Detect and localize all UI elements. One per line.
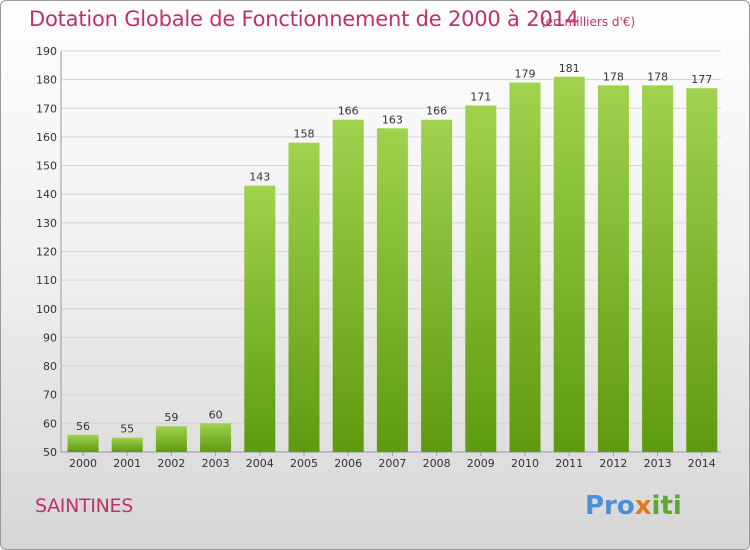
y-tick-label: 170	[36, 102, 57, 115]
y-tick-label: 100	[36, 303, 57, 316]
bar-2001	[111, 437, 143, 452]
y-tick-label: 190	[36, 45, 57, 58]
x-tick-label-2007: 2007	[378, 457, 406, 470]
x-tick-label-2003: 2003	[202, 457, 230, 470]
x-tick-label-2014: 2014	[688, 457, 716, 470]
data-label-2012: 178	[603, 70, 624, 83]
bar-2014	[686, 88, 718, 452]
logo-part-1: Pro	[585, 491, 635, 521]
x-tick-label-2005: 2005	[290, 457, 318, 470]
data-label-2005: 158	[294, 128, 315, 141]
x-tick-label-2004: 2004	[246, 457, 274, 470]
chart-title-text: Dotation Globale de Fonctionnement de 20…	[29, 7, 579, 31]
bar-2004	[244, 185, 276, 452]
bar-2009	[465, 105, 497, 453]
proxiti-logo: Proxiti	[585, 491, 682, 521]
y-tick-label: 70	[43, 389, 57, 402]
y-tick-label: 90	[43, 331, 57, 344]
x-tick-label-2002: 2002	[157, 457, 185, 470]
data-label-2006: 166	[338, 105, 359, 118]
data-label-2002: 59	[164, 411, 178, 424]
x-tick-label-2013: 2013	[644, 457, 672, 470]
bar-2010	[509, 82, 541, 452]
commune-name: SAINTINES	[35, 495, 134, 517]
x-tick-label-2006: 2006	[334, 457, 362, 470]
bars	[67, 76, 718, 453]
y-tick-label: 80	[43, 360, 57, 373]
data-label-2010: 179	[515, 68, 536, 81]
data-label-2004: 143	[249, 171, 270, 184]
y-tick-label: 140	[36, 188, 57, 201]
x-tick-label-2008: 2008	[423, 457, 451, 470]
data-label-2014: 177	[691, 73, 712, 86]
y-tick-label: 60	[43, 417, 57, 430]
x-axis: 2000 2001 2002 2003 2004 2005 2006 2007 2008 2009…	[69, 452, 716, 470]
bar-2005	[288, 142, 320, 452]
data-label-2008: 166	[426, 105, 447, 118]
y-tick-label: 160	[36, 131, 57, 144]
data-label-2000: 56	[76, 420, 90, 433]
data-label-2009: 171	[470, 90, 491, 103]
chart-title: Dotation Globale de Fonctionnement de 20…	[29, 7, 579, 31]
x-tick-label-2001: 2001	[113, 457, 141, 470]
bar-2012	[597, 85, 629, 452]
bar-2013	[642, 85, 674, 452]
bar-2002	[155, 426, 187, 452]
y-tick-label: 50	[43, 446, 57, 459]
x-tick-label-2010: 2010	[511, 457, 539, 470]
data-labels: 56 55 59 60 143 158 166 163 166 171 179 181 178 178 17…	[76, 62, 712, 436]
data-label-2011: 181	[559, 62, 580, 75]
bar-2007	[376, 128, 408, 452]
bar-2006	[332, 119, 364, 452]
x-tick-label-2011: 2011	[555, 457, 583, 470]
x-tick-label-2012: 2012	[599, 457, 627, 470]
data-label-2003: 60	[209, 408, 223, 421]
y-tick-label: 110	[36, 274, 57, 287]
y-tick-label: 180	[36, 74, 57, 87]
x-tick-label-2000: 2000	[69, 457, 97, 470]
bar-2003	[200, 423, 232, 452]
y-tick-label: 130	[36, 217, 57, 230]
y-tick-label: 150	[36, 160, 57, 173]
logo-part-3: iti	[651, 491, 682, 521]
bar-2011	[553, 76, 585, 453]
y-tick-label: 120	[36, 246, 57, 259]
data-label-2001: 55	[120, 423, 134, 436]
x-tick-label-2009: 2009	[467, 457, 495, 470]
data-label-2007: 163	[382, 113, 403, 126]
logo-part-2: x	[634, 491, 652, 521]
bar-2008	[421, 119, 453, 452]
data-label-2013: 178	[647, 70, 668, 83]
unit-note: (en milliers d'€)	[541, 15, 636, 29]
bar-2000	[67, 434, 99, 452]
